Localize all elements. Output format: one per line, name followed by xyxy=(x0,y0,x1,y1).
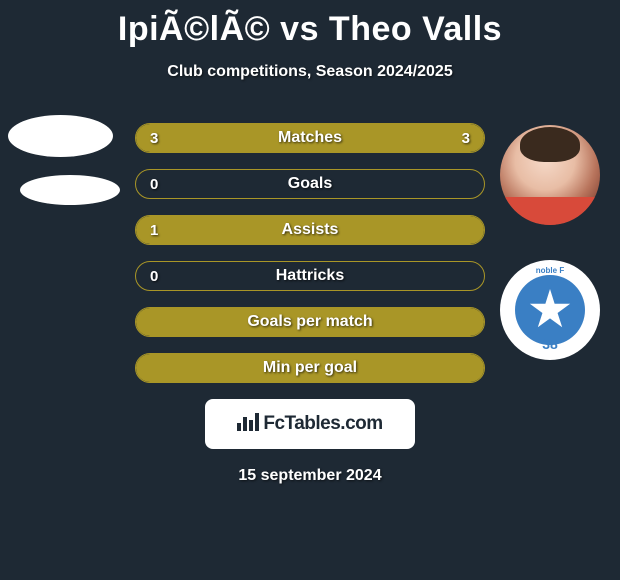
stat-row-goals-per-match: Goals per match xyxy=(135,307,485,337)
stat-label: Matches xyxy=(136,124,484,152)
brand-box[interactable]: FcTables.com xyxy=(205,399,415,449)
stat-label: Hattricks xyxy=(136,262,484,290)
stats-container: 3 Matches 3 0 Goals 1 Assists 0 Hattrick… xyxy=(0,123,620,383)
stat-row-min-per-goal: Min per goal xyxy=(135,353,485,383)
stat-label: Assists xyxy=(136,216,484,244)
stat-label: Goals xyxy=(136,170,484,198)
stat-row-assists: 1 Assists xyxy=(135,215,485,245)
stat-row-hattricks: 0 Hattricks xyxy=(135,261,485,291)
stat-row-goals: 0 Goals xyxy=(135,169,485,199)
stat-label: Min per goal xyxy=(136,354,484,382)
brand-text: FcTables.com xyxy=(263,413,382,435)
stat-row-matches: 3 Matches 3 xyxy=(135,123,485,153)
page-subtitle: Club competitions, Season 2024/2025 xyxy=(0,63,620,81)
footer-date: 15 september 2024 xyxy=(0,467,620,485)
page-title: IpiÃ©lÃ© vs Theo Valls xyxy=(0,0,620,49)
stat-value-right: 3 xyxy=(462,124,470,152)
chart-icon xyxy=(237,411,259,437)
stat-label: Goals per match xyxy=(136,308,484,336)
